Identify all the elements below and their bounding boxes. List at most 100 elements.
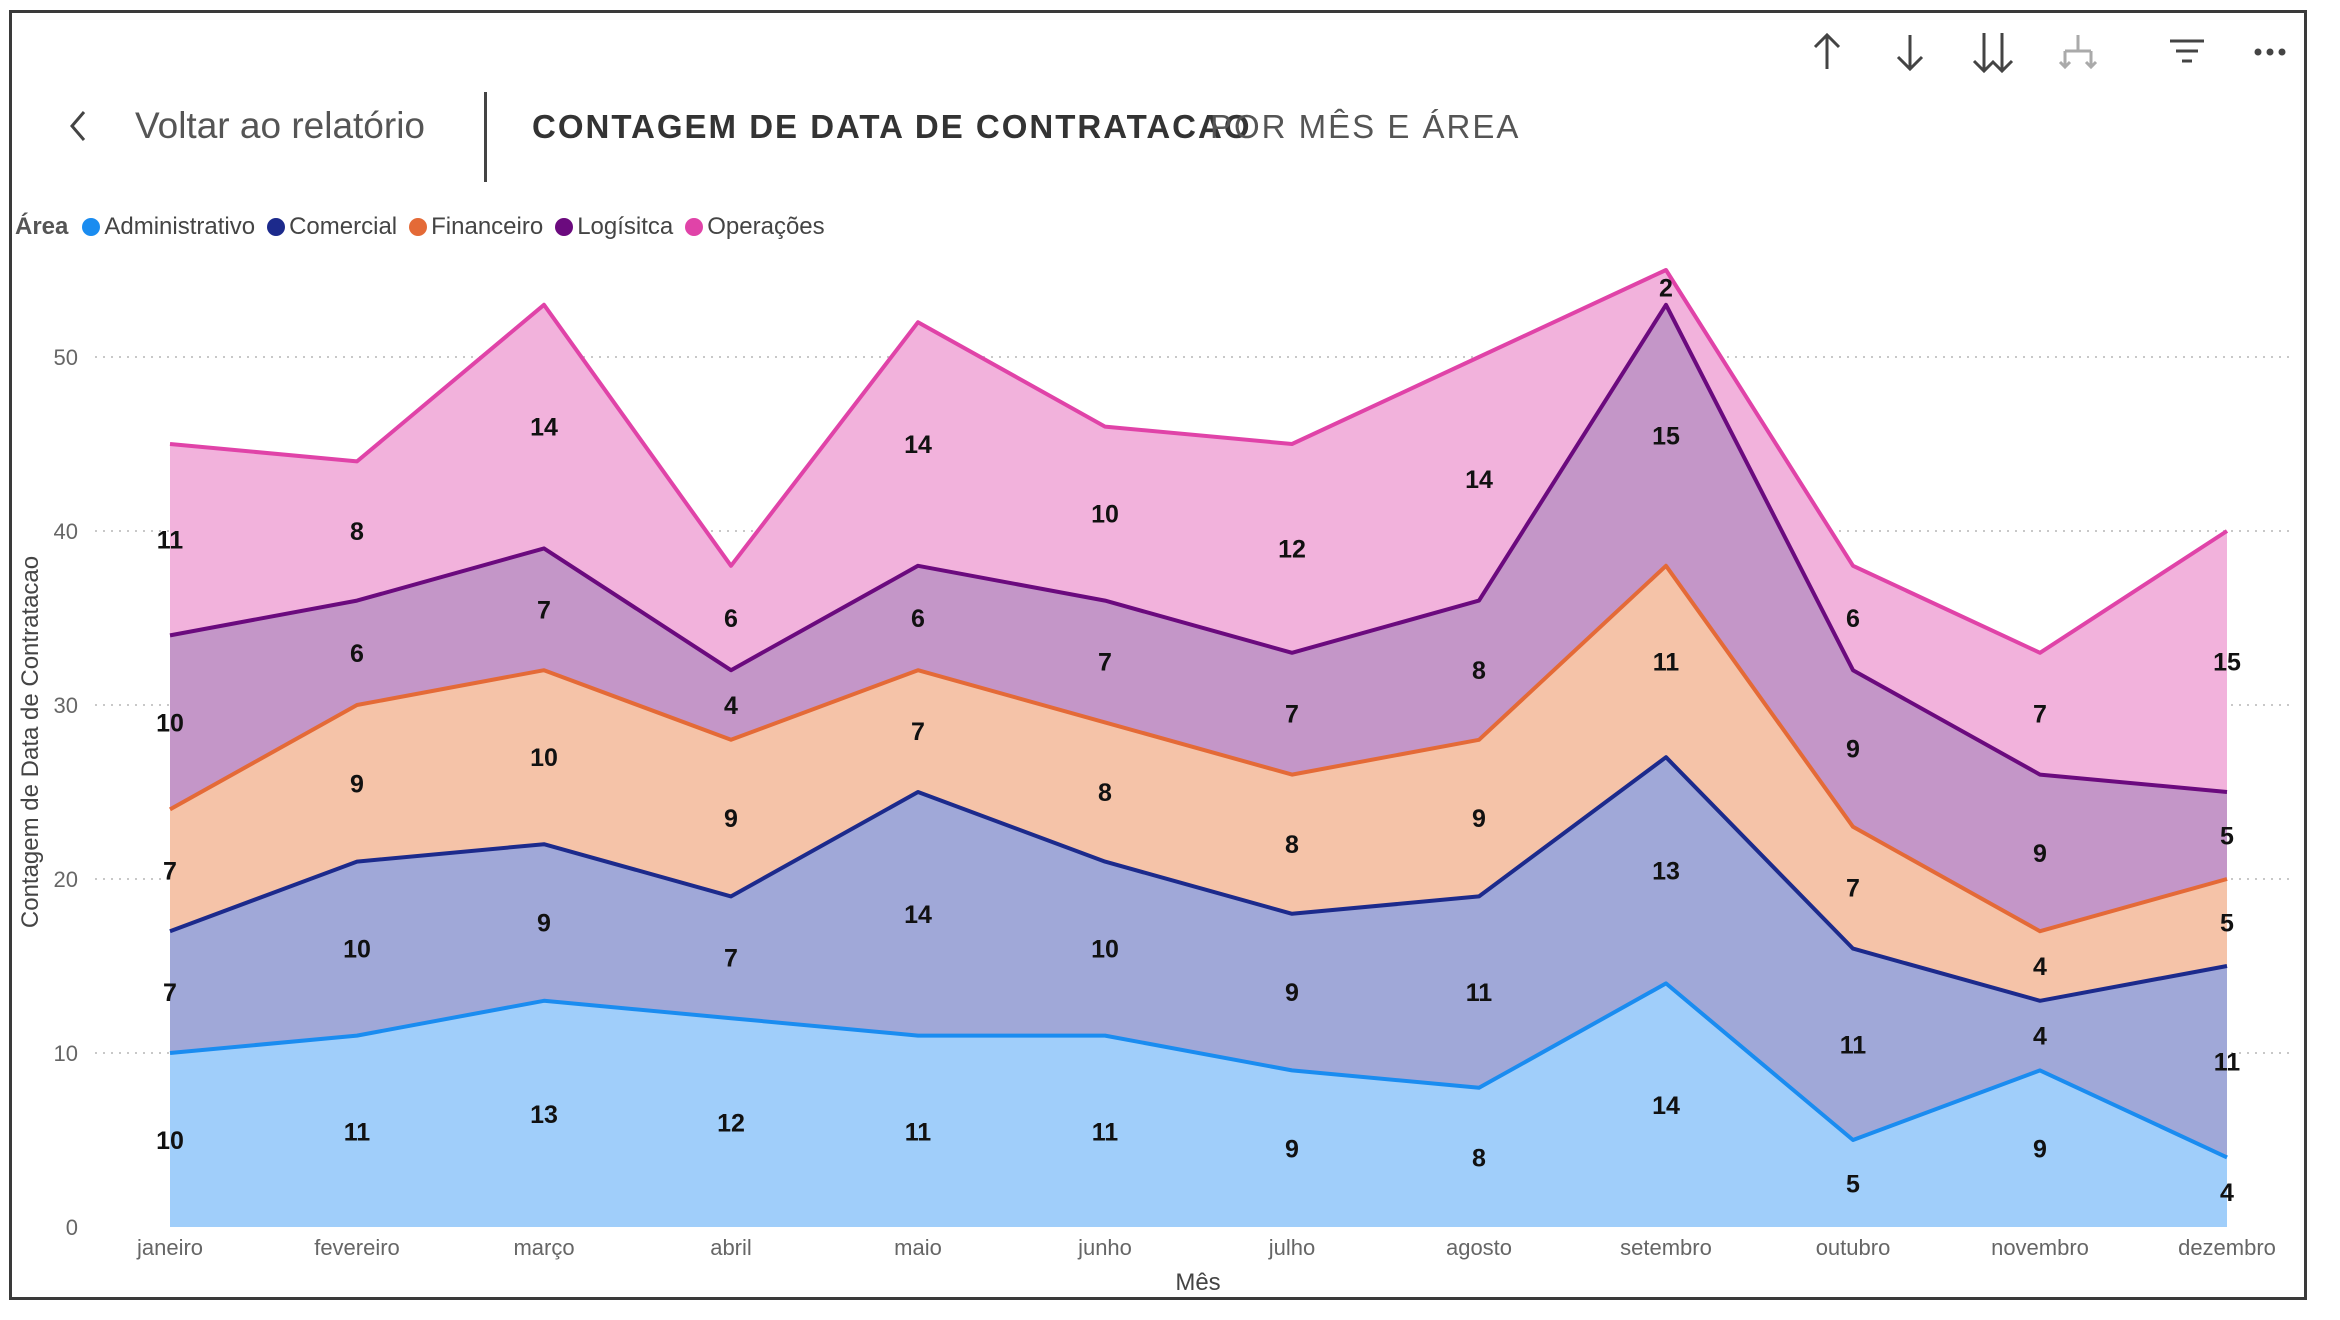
y-tick-label: 0: [66, 1215, 78, 1240]
legend-dot: [555, 218, 574, 236]
title-divider: [484, 92, 487, 182]
data-label: 8: [1472, 657, 1486, 685]
back-button[interactable]: [48, 96, 108, 156]
line-operações: [169, 268, 2229, 655]
page-subtitle: POR MÊS E ÁREA: [1210, 108, 1521, 145]
legend-item-comercial[interactable]: Comercial: [267, 213, 397, 241]
data-label: 12: [1278, 535, 1306, 563]
legend-label: Financeiro: [431, 213, 544, 240]
data-label: 9: [724, 805, 738, 833]
data-label: 9: [537, 910, 551, 938]
legend-label: Administrativo: [104, 213, 256, 240]
area-operações: [170, 270, 2227, 792]
data-label: 6: [724, 605, 738, 633]
chevron-left-icon: [70, 111, 86, 141]
y-tick-label: 40: [54, 519, 78, 544]
data-label: 4: [724, 692, 738, 720]
x-tick-label: abril: [710, 1235, 752, 1260]
line-financeiro: [169, 563, 2228, 934]
legend-item-operacoes[interactable]: Operações: [685, 213, 825, 241]
data-label: 11: [905, 1118, 932, 1146]
data-label: 10: [343, 936, 371, 964]
line-comercial: [169, 755, 2228, 1003]
data-label: 15: [1652, 422, 1680, 450]
data-label: 11: [1466, 979, 1493, 1007]
area-comercial: [170, 757, 2227, 1158]
x-tick-label: fevereiro: [314, 1235, 400, 1260]
data-label: 8: [350, 518, 364, 546]
x-tick-label: setembro: [1620, 1235, 1712, 1260]
data-label: 9: [2033, 1136, 2047, 1164]
legend-item-logistica[interactable]: Logísitca: [555, 213, 673, 241]
x-tick-label: agosto: [1446, 1235, 1512, 1260]
data-label: 8: [1098, 779, 1112, 807]
legend-dot: [267, 218, 286, 236]
data-label: 4: [2220, 1179, 2234, 1207]
legend-item-administrativo[interactable]: Administrativo: [82, 213, 255, 241]
chart-legend: Área Administrativo Comercial Financeiro…: [15, 210, 837, 244]
x-tick-label: dezembro: [2178, 1235, 2276, 1260]
line-logísitca: [169, 302, 2228, 794]
legend-dot: [409, 218, 428, 236]
back-to-report-link[interactable]: Voltar ao relatório: [135, 105, 426, 146]
data-label: 9: [1472, 805, 1486, 833]
x-tick-label: janeiro: [136, 1235, 203, 1260]
arrow-down-icon[interactable]: [1880, 22, 1940, 82]
y-tick-label: 20: [54, 867, 78, 892]
legend-label: Operações: [707, 213, 825, 240]
y-tick-label: 10: [54, 1041, 78, 1066]
x-tick-label: outubro: [1816, 1235, 1891, 1260]
legend-title: Área: [15, 213, 69, 240]
data-label: 10: [530, 744, 558, 772]
data-label: 7: [163, 979, 177, 1007]
data-label: 14: [1652, 1092, 1680, 1120]
page-title: CONTAGEM DE DATA DE CONTRATACAO: [532, 108, 1252, 145]
x-tick-label: novembro: [1991, 1235, 2089, 1260]
double-arrow-down-icon[interactable]: [1963, 22, 2023, 82]
data-label: 5: [2220, 910, 2234, 938]
data-label: 11: [1092, 1118, 1119, 1146]
legend-item-financeiro[interactable]: Financeiro: [409, 213, 543, 241]
y-tick-label: 30: [54, 693, 78, 718]
data-label: 14: [904, 431, 932, 459]
line-administrativo: [169, 981, 2228, 1160]
legend-dot: [685, 218, 704, 236]
data-label: 4: [2033, 1023, 2047, 1051]
data-label: 7: [2033, 701, 2047, 729]
data-label: 10: [1091, 936, 1119, 964]
area-financeiro: [170, 565, 2227, 1001]
legend-label: Comercial: [289, 213, 398, 240]
more-options-icon[interactable]: [2240, 22, 2300, 82]
data-label: 8: [1285, 831, 1299, 859]
data-label: 11: [344, 1118, 371, 1146]
data-label: 14: [904, 901, 932, 929]
data-label: 10: [156, 1127, 184, 1155]
y-tick-label: 50: [54, 345, 78, 370]
data-label: 7: [163, 857, 177, 885]
x-tick-label: junho: [1077, 1235, 1132, 1260]
data-label: 13: [530, 1101, 558, 1129]
y-axis-label: Contagem de Data de Contratacao: [17, 556, 44, 928]
data-label: 10: [156, 709, 184, 737]
arrow-up-icon[interactable]: [1797, 22, 1857, 82]
data-label: 9: [1285, 979, 1299, 1007]
data-label: 11: [1840, 1031, 1867, 1059]
filter-icon[interactable]: [2157, 22, 2217, 82]
data-label: 6: [911, 605, 925, 633]
data-label: 9: [2033, 840, 2047, 868]
data-label: 2: [1659, 274, 1673, 302]
data-label: 6: [1846, 605, 1860, 633]
data-label: 10: [1091, 501, 1119, 529]
data-label: 7: [537, 596, 551, 624]
hierarchy-expand-icon[interactable]: [2048, 22, 2108, 82]
x-tick-label: maio: [894, 1235, 942, 1260]
data-label: 11: [2214, 1049, 2241, 1077]
data-label: 9: [1285, 1136, 1299, 1164]
data-label: 7: [1846, 875, 1860, 903]
data-label: 9: [350, 770, 364, 798]
area-logísitca: [170, 304, 2227, 932]
data-label: 12: [717, 1110, 745, 1138]
data-label: 14: [530, 414, 558, 442]
data-label: 6: [350, 640, 364, 668]
